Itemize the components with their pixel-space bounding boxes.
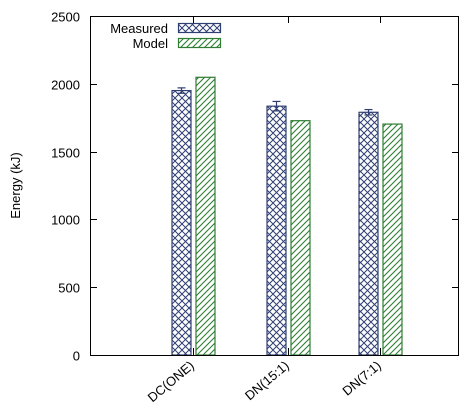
legend-item-1: Model (133, 36, 222, 51)
error-bar-0 (177, 87, 186, 94)
y-axis-title: Energy (kJ) (8, 152, 23, 218)
x-tick-label: DC(ONE) (145, 358, 197, 405)
error-bar-1 (272, 100, 281, 112)
bars (171, 76, 403, 356)
model-bar-2 (382, 123, 403, 356)
x-tick-label: DN(15:1) (242, 358, 292, 403)
legend-swatch (177, 22, 222, 34)
y-tick-label: 1500 (51, 146, 80, 161)
y-tick-label: 0 (73, 349, 80, 364)
y-tick-label: 2500 (51, 10, 80, 25)
y-tick-label: 1000 (51, 213, 80, 228)
error-bars (177, 87, 373, 116)
measured-bar-0 (171, 89, 192, 356)
y-tick-label: 500 (58, 281, 80, 296)
error-bar-2 (364, 108, 373, 116)
model-bar-1 (290, 120, 311, 356)
legend-label: Model (133, 36, 169, 51)
y-tick-label: 2000 (51, 78, 80, 93)
x-tick-label: DN(7:1) (339, 358, 384, 399)
measured-bar-2 (358, 111, 379, 356)
measured-bar-1 (266, 105, 287, 356)
legend-label: Measured (110, 21, 168, 36)
model-bar-0 (195, 76, 216, 356)
y-axis-ticks: 0 500 1000 1500 2000 2500 (51, 10, 459, 364)
legend-item-0: Measured (110, 21, 222, 36)
legend-swatch (177, 37, 222, 49)
